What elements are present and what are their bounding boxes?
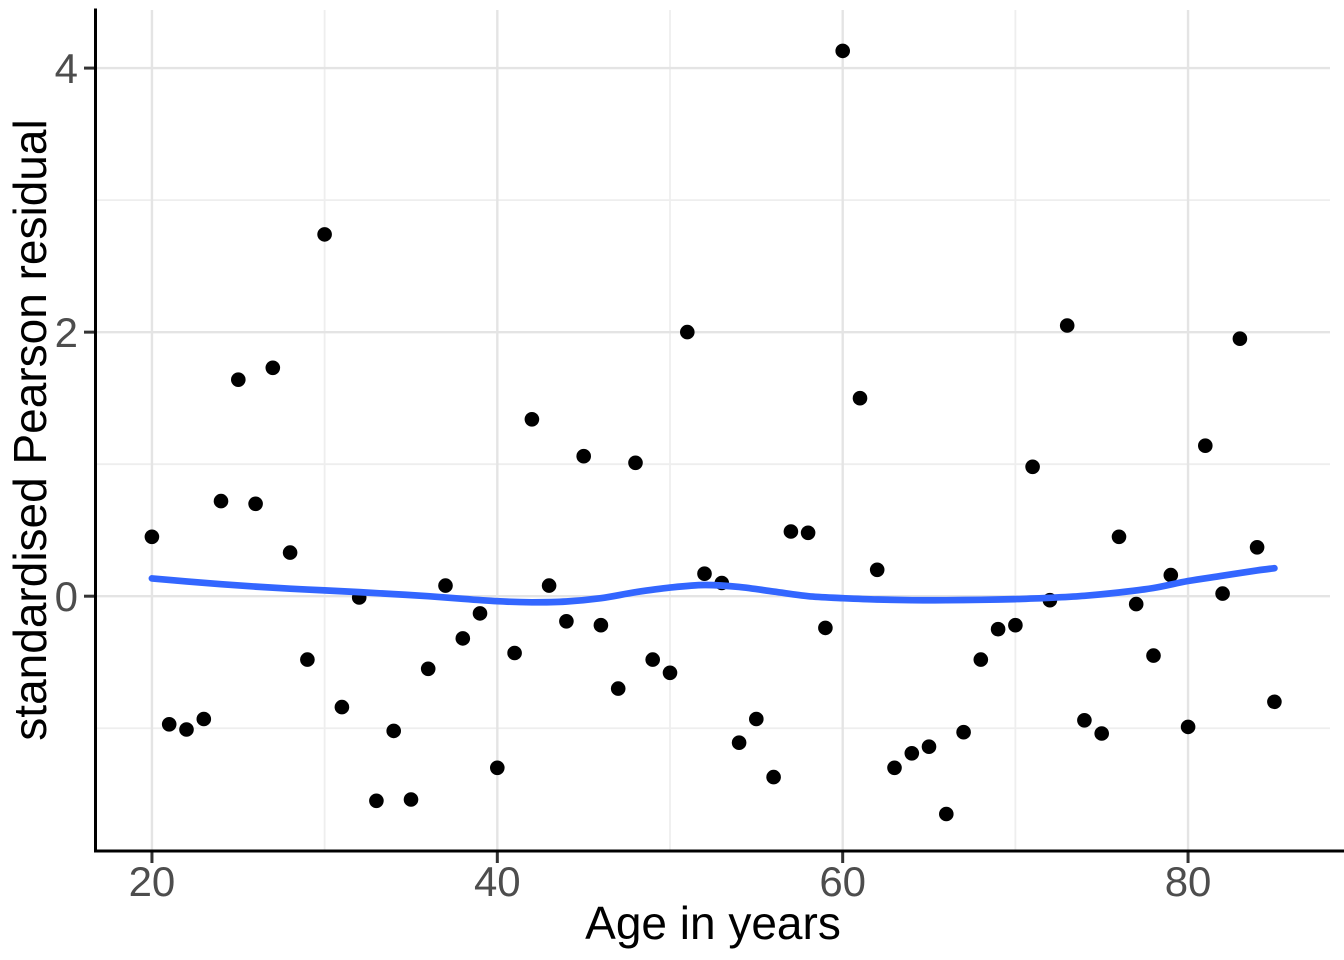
y-tick-label: 0 (55, 573, 78, 620)
data-point (783, 524, 799, 539)
data-point (593, 617, 609, 633)
data-point (1059, 318, 1075, 333)
data-point (472, 606, 488, 621)
data-point (1215, 586, 1230, 601)
data-point (559, 614, 574, 629)
data-point (1163, 567, 1179, 583)
data-point (196, 711, 212, 727)
y-axis-title: standardised Pearson residual (4, 119, 56, 740)
major-gridlines (96, 10, 1330, 851)
data-point (386, 723, 402, 739)
data-point (1232, 331, 1248, 347)
data-point (990, 621, 1006, 637)
data-point (887, 760, 902, 776)
x-axis-title: Age in years (585, 897, 841, 949)
data-point (576, 448, 591, 464)
data-point (869, 562, 885, 578)
x-tick-label: 40 (474, 858, 521, 905)
data-point (1025, 459, 1040, 475)
data-point (904, 746, 920, 761)
data-point (800, 525, 816, 541)
data-point (731, 735, 747, 750)
data-point (1180, 719, 1196, 735)
data-points (144, 43, 1282, 822)
plot-panel: 20 40 60 80 0 2 4 (55, 8, 1344, 905)
x-tick-label: 20 (129, 858, 176, 905)
data-point (300, 652, 315, 667)
data-point (680, 324, 695, 340)
data-point (766, 769, 781, 785)
data-point (852, 390, 868, 406)
x-tick-label: 80 (1165, 858, 1212, 905)
data-point (213, 493, 229, 509)
data-point (697, 566, 712, 581)
y-tick-label: 4 (55, 45, 78, 92)
data-point (455, 631, 471, 646)
data-point (835, 43, 850, 59)
data-point (1146, 648, 1161, 663)
data-point (1094, 726, 1109, 741)
data-point (334, 699, 350, 715)
data-point (369, 793, 384, 809)
data-point (490, 760, 505, 776)
data-point (541, 578, 557, 593)
data-point (645, 652, 660, 667)
data-point (282, 545, 298, 560)
data-point (1128, 596, 1144, 612)
data-point (662, 665, 678, 681)
data-point (248, 496, 263, 512)
data-point (973, 652, 989, 667)
loess-smooth-line (148, 564, 1278, 606)
data-point (438, 578, 453, 593)
data-point (420, 661, 436, 677)
data-point (818, 620, 833, 636)
axis-ticks: 20 40 60 80 0 2 4 (55, 45, 1212, 905)
data-point (524, 412, 540, 427)
data-point (628, 455, 643, 471)
data-point (939, 806, 954, 822)
data-point (1008, 617, 1023, 633)
data-point (317, 227, 332, 242)
y-tick-label: 2 (55, 309, 78, 356)
data-point (231, 372, 246, 388)
data-point (749, 711, 764, 727)
data-point (610, 681, 626, 696)
data-point (1198, 438, 1213, 454)
data-point (179, 722, 194, 737)
x-tick-label: 60 (819, 858, 866, 905)
data-point (1077, 713, 1092, 728)
data-point (403, 792, 419, 807)
data-point (1267, 694, 1282, 710)
axis-lines (94, 8, 1344, 853)
data-point (956, 724, 971, 740)
data-point (144, 529, 160, 545)
minor-gridlines (96, 10, 1330, 851)
data-point (1111, 529, 1127, 545)
data-point (507, 645, 522, 661)
data-point (265, 360, 281, 376)
data-point (921, 739, 937, 754)
data-point (161, 717, 177, 732)
data-point (1249, 540, 1265, 555)
